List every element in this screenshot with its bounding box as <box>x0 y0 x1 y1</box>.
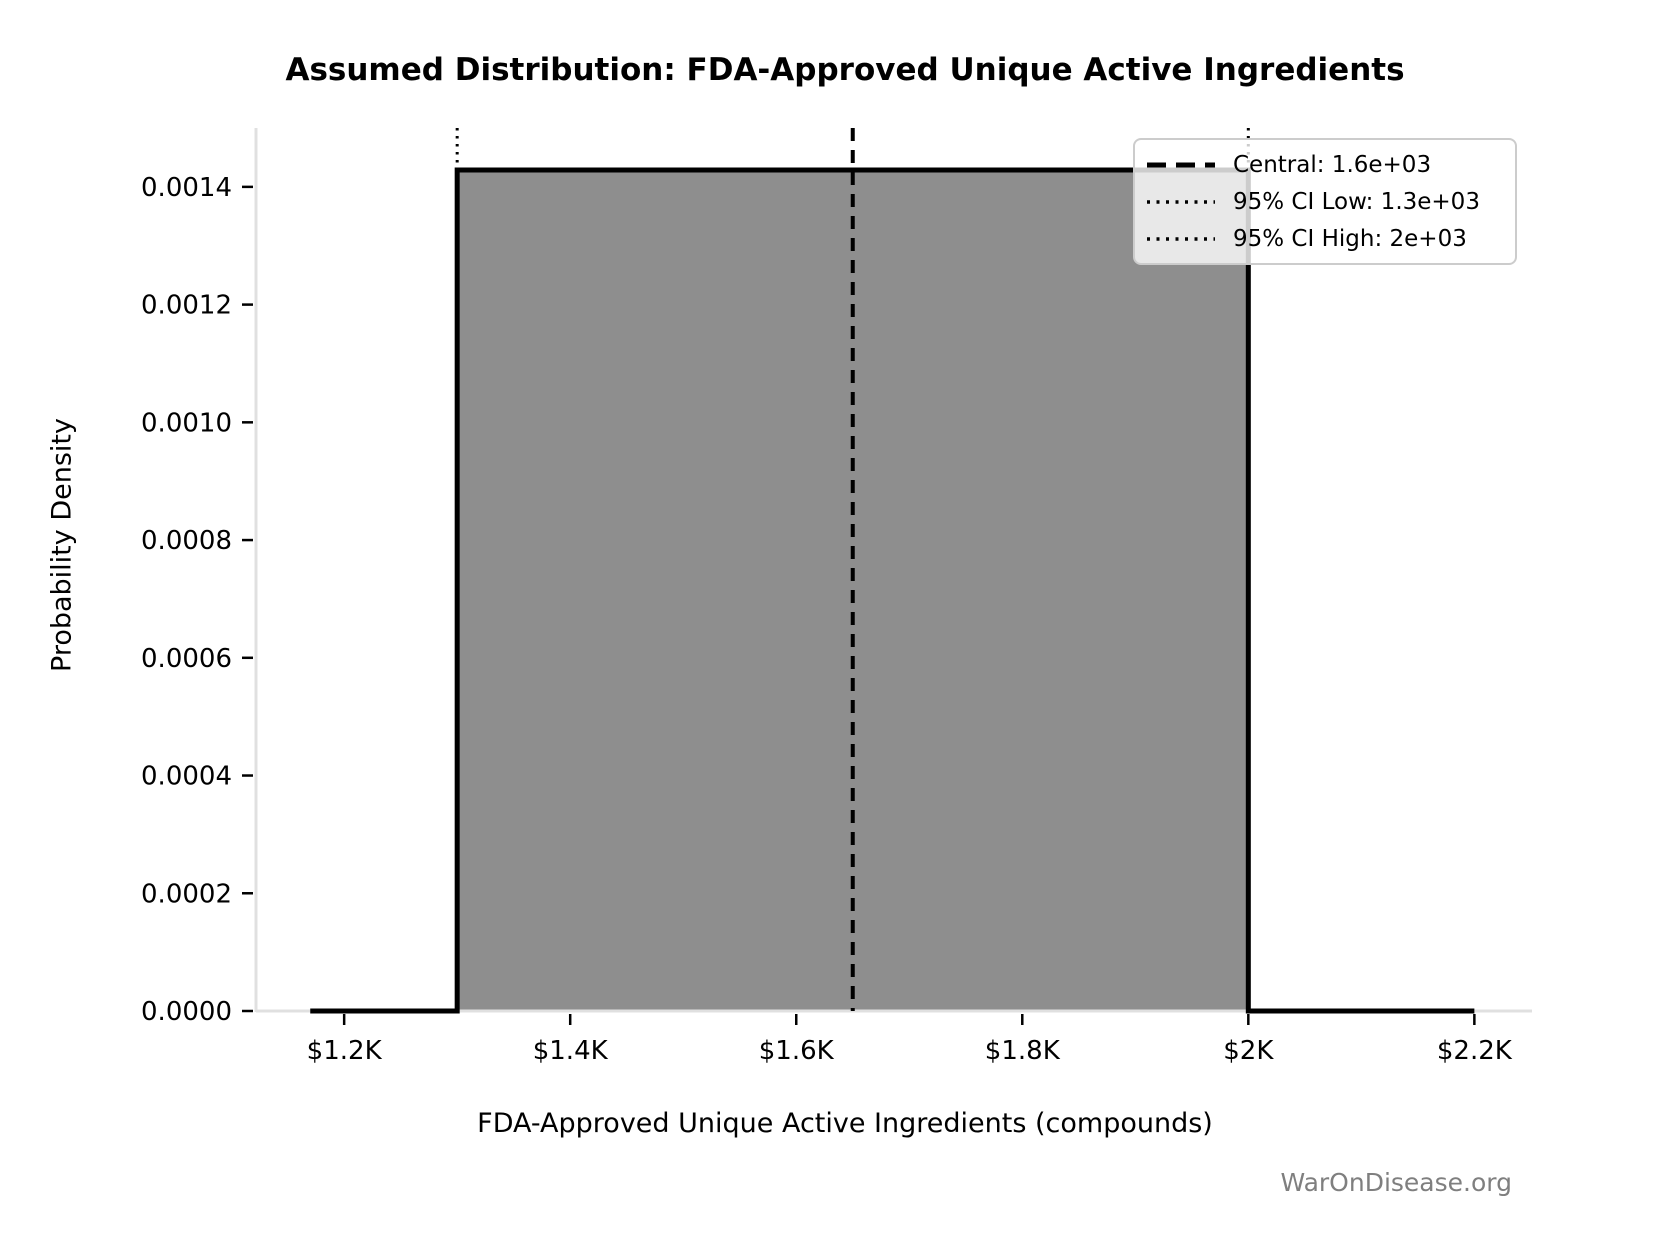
legend-entry: 95% CI High: 2e+03 <box>1145 226 1505 252</box>
x-axis-title: FDA-Approved Unique Active Ingredients (… <box>477 1108 1213 1139</box>
x-tick-label: $2K <box>1223 1036 1274 1066</box>
dotted-line-sample-icon <box>1147 236 1215 241</box>
y-tick-label: 0.0012 <box>141 291 232 321</box>
y-tick-label: 0.0000 <box>141 997 232 1027</box>
legend-entry-label: 95% CI Low: 1.3e+03 <box>1233 188 1480 215</box>
legend-entry: Central: 1.6e+03 <box>1145 152 1505 178</box>
y-tick-label: 0.0004 <box>141 762 232 792</box>
dashed-line-sample-icon <box>1147 162 1215 167</box>
y-tick-label: 0.0010 <box>141 408 232 438</box>
dotted-line-sample-icon <box>1147 199 1215 204</box>
x-tick-label: $1.8K <box>985 1036 1061 1066</box>
x-tick-label: $1.6K <box>759 1036 835 1066</box>
y-tick-label: 0.0014 <box>141 173 232 203</box>
legend-entry-label: Central: 1.6e+03 <box>1233 151 1432 178</box>
x-tick-label: $1.4K <box>533 1036 609 1066</box>
pdf-outline <box>310 167 1475 1014</box>
x-tick-label: $1.2K <box>307 1036 383 1066</box>
x-tick-label: $2.2K <box>1437 1036 1513 1066</box>
y-tick-label: 0.0006 <box>141 644 232 674</box>
y-tick-label: 0.0002 <box>141 879 232 909</box>
y-axis-title: Probability Density <box>46 418 78 672</box>
legend: Central: 1.6e+03 95% CI Low: 1.3e+03 95% C… <box>1133 138 1517 265</box>
legend-entry-label: 95% CI High: 2e+03 <box>1233 225 1467 252</box>
watermark-text: WarOnDisease.org <box>1280 1168 1512 1197</box>
chart-title: Assumed Distribution: FDA-Approved Uniqu… <box>285 52 1405 88</box>
legend-entry: 95% CI Low: 1.3e+03 <box>1145 189 1505 215</box>
y-tick-label: 0.0008 <box>141 526 232 556</box>
